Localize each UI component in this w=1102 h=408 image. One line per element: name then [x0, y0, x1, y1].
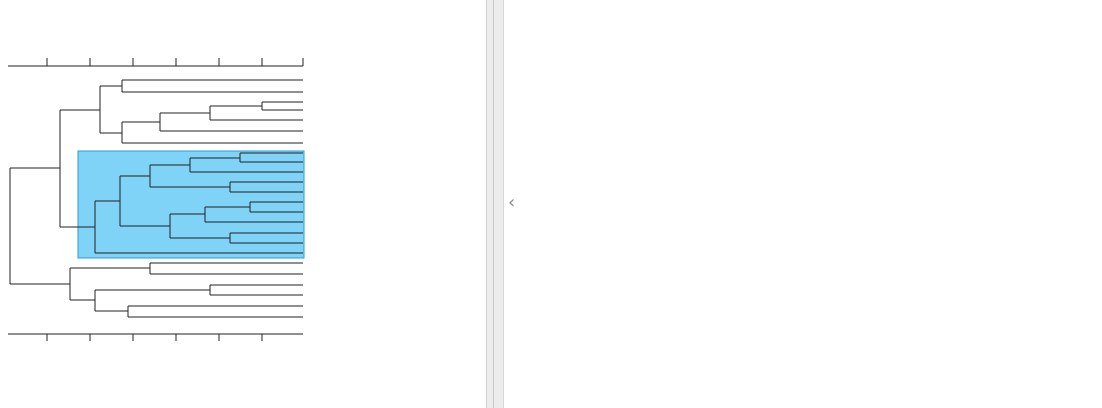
wordcloud-panel: ‹	[504, 0, 1102, 408]
bottom-axis	[8, 333, 303, 341]
collapse-left-icon[interactable]: ‹	[508, 192, 516, 213]
dendrogram-tree	[9, 79, 303, 318]
tree-branch	[121, 121, 303, 144]
cluster-c1-highlight[interactable]	[77, 150, 305, 259]
tree-branch	[127, 305, 303, 318]
tree-branch	[209, 284, 303, 296]
tree-branch	[94, 289, 210, 312]
panel-divider[interactable]	[486, 0, 504, 408]
tree-branch	[159, 112, 303, 132]
tree-branch	[69, 267, 150, 301]
tree-branch	[121, 79, 303, 93]
tree-branch	[261, 101, 303, 111]
tree-branch	[9, 167, 70, 285]
dendrogram-svg	[8, 58, 305, 341]
top-axis	[8, 58, 304, 67]
wordcloud-svg	[504, 0, 1102, 408]
tree-branch	[99, 85, 122, 134]
tree-branch	[149, 262, 303, 275]
tree-branch	[209, 105, 303, 121]
divider-grip[interactable]	[493, 0, 494, 408]
dendrogram-panel	[0, 0, 486, 408]
